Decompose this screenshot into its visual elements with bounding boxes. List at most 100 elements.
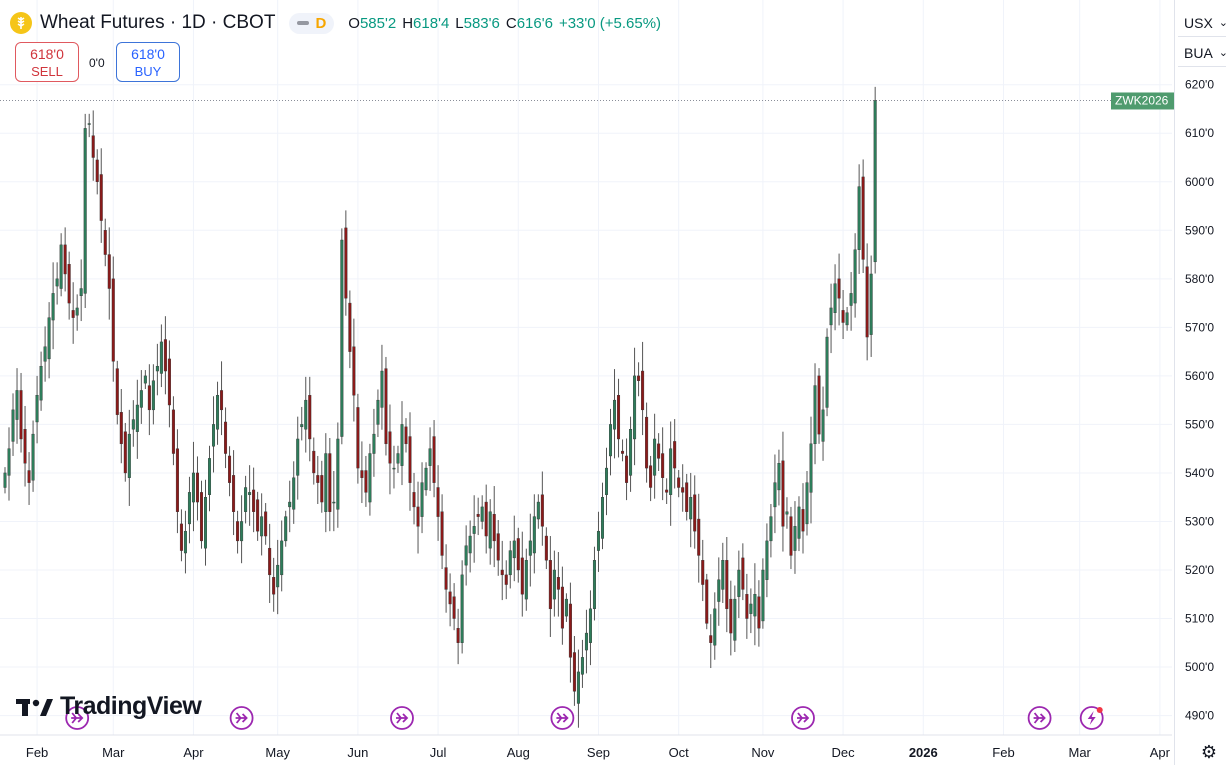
candle-body bbox=[861, 176, 865, 260]
symbol-title[interactable]: Wheat Futures · 1D · CBOT bbox=[40, 12, 276, 33]
candle-body bbox=[212, 424, 216, 447]
unit-label: BUA bbox=[1184, 44, 1213, 61]
candle-body bbox=[316, 475, 320, 483]
candle-body bbox=[588, 608, 592, 643]
candle bbox=[733, 585, 737, 653]
candle bbox=[725, 537, 729, 633]
time-tick-label: Apr bbox=[1150, 745, 1171, 760]
currency-selector[interactable]: USX ⌄ bbox=[1178, 9, 1226, 37]
interval-badge: D bbox=[315, 14, 327, 32]
candle bbox=[187, 476, 191, 544]
lightning-icon bbox=[1087, 711, 1096, 725]
candle-body bbox=[195, 472, 199, 503]
unit-selector[interactable]: BUA ⌄ bbox=[1178, 39, 1226, 67]
candle bbox=[464, 525, 468, 586]
price-tick-label: 570'0 bbox=[1185, 320, 1214, 334]
interval-pill[interactable]: D bbox=[289, 12, 335, 34]
candle bbox=[552, 550, 556, 617]
candle bbox=[107, 227, 111, 320]
candle-body bbox=[845, 312, 849, 326]
candle bbox=[103, 218, 107, 267]
candle-body bbox=[709, 635, 713, 643]
time-tick-label: Sep bbox=[587, 745, 610, 760]
candle-body bbox=[260, 516, 264, 537]
buy-label: BUY bbox=[134, 64, 162, 79]
high-label: H bbox=[402, 14, 414, 32]
buy-button[interactable]: 618'0 BUY bbox=[116, 42, 180, 82]
symbol-header[interactable]: Wheat Futures · 1D · CBOT D O585'2 H618'… bbox=[10, 10, 661, 36]
change-value: +33'0 (+5.65%) bbox=[558, 14, 662, 32]
candle bbox=[460, 560, 464, 654]
price-tick-label: 590'0 bbox=[1185, 223, 1214, 237]
candle-body bbox=[344, 227, 348, 299]
candle-body bbox=[83, 128, 87, 294]
candle-body bbox=[15, 390, 19, 420]
candle bbox=[55, 262, 59, 305]
events[interactable] bbox=[65, 706, 1104, 730]
candle bbox=[504, 560, 508, 600]
candle-body bbox=[793, 526, 797, 551]
candle-body bbox=[368, 453, 372, 503]
candle bbox=[625, 438, 629, 501]
candle-body bbox=[665, 489, 669, 493]
candle bbox=[284, 510, 288, 547]
low-label: L bbox=[455, 14, 464, 32]
event-arrow bbox=[71, 712, 84, 724]
candle-body bbox=[388, 431, 392, 464]
candle-body bbox=[51, 293, 55, 321]
candle bbox=[396, 445, 400, 473]
sell-button[interactable]: 618'0 SELL bbox=[15, 42, 79, 82]
settings-icon[interactable]: ⚙ bbox=[1200, 742, 1218, 762]
high-value: 618'4 bbox=[413, 14, 450, 32]
candle bbox=[484, 484, 488, 554]
candle bbox=[580, 639, 584, 688]
candle-body bbox=[841, 310, 845, 323]
candle bbox=[681, 464, 685, 512]
candle bbox=[308, 376, 312, 462]
candle bbox=[264, 503, 268, 545]
candle-body bbox=[67, 264, 71, 304]
candle bbox=[292, 461, 296, 524]
candle-body bbox=[320, 475, 324, 503]
time-axis[interactable]: Feb Mar Apr May Jun Jul Aug Sep Oct Nov Dec 2026 Feb… bbox=[0, 734, 1172, 760]
candle-body bbox=[605, 467, 609, 495]
candle bbox=[163, 316, 167, 395]
candle-body bbox=[404, 426, 408, 445]
candle bbox=[388, 404, 392, 495]
candle-body bbox=[99, 174, 103, 221]
candle bbox=[208, 445, 212, 512]
candle bbox=[837, 253, 841, 326]
chevron-down-icon: ⌄ bbox=[1218, 17, 1226, 29]
candle-body bbox=[857, 186, 861, 250]
candle bbox=[825, 328, 829, 417]
candle bbox=[765, 523, 769, 598]
candle-body bbox=[268, 547, 272, 576]
buy-price: 618'0 bbox=[131, 46, 165, 62]
candle bbox=[528, 513, 532, 587]
price-axis[interactable]: 490'0 500'0 510'0 520'0 530'0 540'0 550'0 560'0… bbox=[1174, 0, 1226, 765]
price-tick-label: 530'0 bbox=[1185, 514, 1214, 528]
candle bbox=[151, 364, 155, 425]
candle-body bbox=[629, 429, 633, 476]
candle-body bbox=[580, 657, 584, 675]
candle bbox=[701, 539, 705, 602]
candle bbox=[492, 486, 496, 568]
candle-body bbox=[400, 424, 404, 466]
candle bbox=[328, 438, 332, 532]
tradingview-logo[interactable]: TradingView bbox=[16, 692, 202, 721]
candle bbox=[131, 400, 135, 447]
candle-body bbox=[661, 453, 665, 478]
candle-body bbox=[528, 540, 532, 556]
candle-body bbox=[584, 632, 588, 651]
time-tick-label: Feb bbox=[26, 745, 48, 760]
candle-body bbox=[63, 244, 67, 275]
close-value: 616'6 bbox=[516, 14, 553, 32]
candle-body bbox=[248, 492, 252, 495]
candle bbox=[721, 542, 725, 603]
candle-body bbox=[79, 288, 83, 297]
sell-price: 618'0 bbox=[30, 46, 64, 62]
candle bbox=[677, 470, 681, 498]
candle-body bbox=[681, 487, 685, 493]
candle-body bbox=[552, 569, 556, 600]
